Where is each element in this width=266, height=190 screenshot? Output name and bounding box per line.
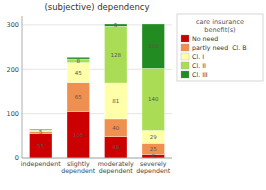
data-label: 81 — [112, 98, 119, 104]
y-tick-label: 300 — [7, 21, 19, 29]
data-labels: 55105488565402545812981281405100 — [37, 22, 159, 159]
data-label: 140 — [148, 96, 159, 102]
x-tick-label: slightlydependent — [61, 160, 96, 175]
legend: care insurancebenefit(s)No need partly ne… — [177, 14, 263, 81]
legend-label: partly need Cl. B — [192, 44, 247, 52]
legend-label: Cl. II — [192, 62, 206, 69]
x-tick-label: independent — [21, 160, 61, 168]
legend-label: Cl. I — [192, 53, 204, 60]
data-label: 100 — [148, 43, 159, 49]
data-label: 29 — [150, 134, 157, 140]
x-tick-label: severelydependent — [136, 160, 171, 175]
y-tick-label: 200 — [7, 66, 19, 74]
bar-segment — [105, 26, 128, 83]
data-label: 25 — [150, 146, 157, 152]
bar-segment — [67, 111, 90, 158]
bar-segment — [142, 24, 165, 68]
bar-segment — [67, 63, 90, 83]
y-axis-line — [22, 16, 23, 158]
legend-title: care insurancebenefit(s) — [196, 18, 244, 34]
data-label: 48 — [112, 144, 119, 150]
bar-segment — [105, 119, 128, 137]
y-tick-label: 0 — [15, 154, 19, 162]
chart: (subjective) dependency01002003005510548… — [0, 0, 266, 190]
legend-swatch — [181, 35, 189, 42]
bar-segment — [105, 137, 128, 158]
data-label: 128 — [111, 52, 122, 58]
legend-frame — [177, 14, 263, 81]
title: (subjective) dependency — [44, 2, 149, 12]
data-label: 5 — [39, 129, 43, 135]
x-axis-line — [22, 158, 172, 159]
data-label: 45 — [75, 70, 82, 76]
bar-segment — [30, 134, 53, 158]
y-tick-label: 100 — [7, 110, 19, 118]
data-label: 65 — [75, 94, 82, 100]
x-tick-label: moderatelydependent — [98, 160, 134, 175]
data-label: 105 — [73, 132, 84, 138]
bar-segment — [142, 68, 165, 130]
data-label: 5 — [114, 22, 118, 28]
bars — [30, 24, 165, 158]
bar-segment — [105, 83, 128, 119]
legend-swatch — [181, 44, 189, 51]
data-label: 40 — [112, 125, 119, 131]
legend-label: Cl. III — [192, 71, 208, 78]
legend-label: No need — [192, 35, 218, 42]
legend-swatch — [181, 62, 189, 69]
legend-swatch — [181, 53, 189, 60]
legend-swatch — [181, 71, 189, 78]
data-label: 8 — [77, 58, 81, 64]
data-label: 55 — [37, 143, 44, 149]
bar-segment — [67, 83, 90, 112]
bar-segment — [142, 130, 165, 143]
grid-line — [22, 158, 172, 159]
